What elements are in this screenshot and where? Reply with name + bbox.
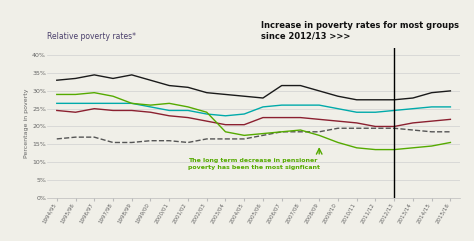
Text: The long term decrease in pensioner
poverty has been the most signficant: The long term decrease in pensioner pove… (188, 159, 320, 170)
Text: Increase in poverty rates for most groups
since 2012/13 >>>: Increase in poverty rates for most group… (261, 21, 459, 41)
Text: Relative poverty rates*: Relative poverty rates* (47, 32, 137, 41)
Y-axis label: Percentage in poverty: Percentage in poverty (24, 88, 29, 158)
